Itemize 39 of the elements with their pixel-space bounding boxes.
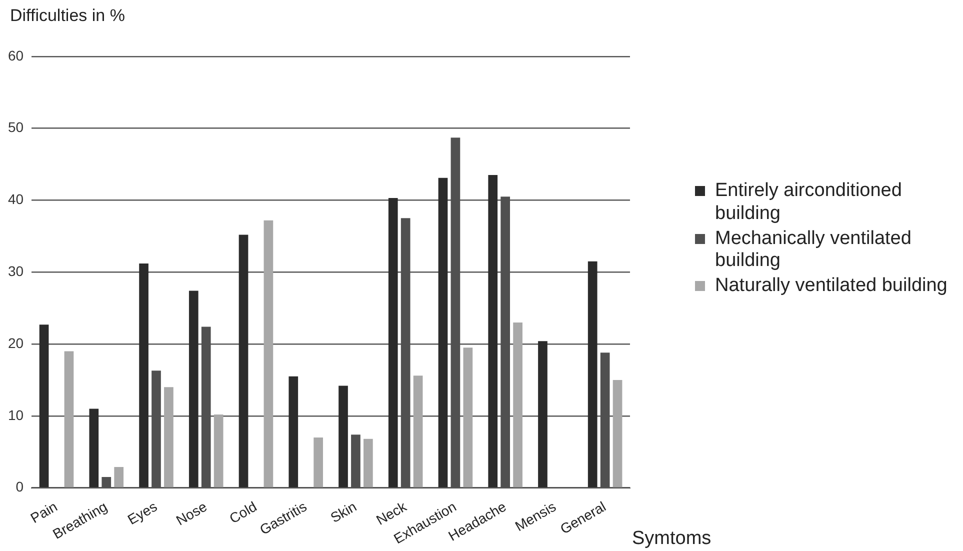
- bar: [238, 234, 248, 488]
- y-tick-label: 30: [8, 262, 24, 279]
- x-tick-label: Nose: [173, 498, 210, 528]
- bar: [114, 466, 124, 488]
- x-tick-label: Cold: [226, 498, 260, 526]
- bar: [264, 220, 274, 488]
- bar: [388, 198, 398, 488]
- bar: [139, 263, 148, 488]
- y-tick-label: 50: [8, 119, 24, 136]
- bar: [588, 261, 598, 488]
- y-tick-label: 0: [16, 478, 24, 495]
- y-axis-title: Difficulties in %: [10, 6, 125, 26]
- y-tick-label: 40: [8, 191, 24, 208]
- bar: [463, 348, 473, 488]
- bar: [89, 408, 99, 488]
- legend-label: Mechanically ventilated building: [715, 228, 912, 274]
- bar: [513, 322, 522, 488]
- bar: [438, 178, 448, 488]
- y-tick-label: 20: [8, 334, 24, 351]
- bar: [338, 386, 348, 488]
- x-axis-title: Symtoms: [632, 528, 712, 550]
- bar: [538, 341, 548, 488]
- bar: [314, 437, 323, 488]
- bar: [64, 351, 74, 488]
- bar: [413, 376, 423, 488]
- x-tick-label: Eyes: [124, 498, 160, 528]
- bar: [188, 290, 198, 488]
- bar: [288, 376, 298, 488]
- bar: [612, 380, 622, 488]
- bar: [364, 438, 373, 488]
- bar: [164, 387, 174, 488]
- bar: [39, 324, 49, 488]
- y-tick-label: 10: [8, 406, 24, 423]
- legend-label: Naturally ventilated building: [715, 275, 948, 298]
- bar: [214, 414, 224, 488]
- legend-label: Entirely airconditioned building: [715, 180, 903, 226]
- bar: [488, 175, 498, 488]
- x-tick-label: Skin: [328, 498, 360, 526]
- y-tick-label: 60: [8, 47, 24, 64]
